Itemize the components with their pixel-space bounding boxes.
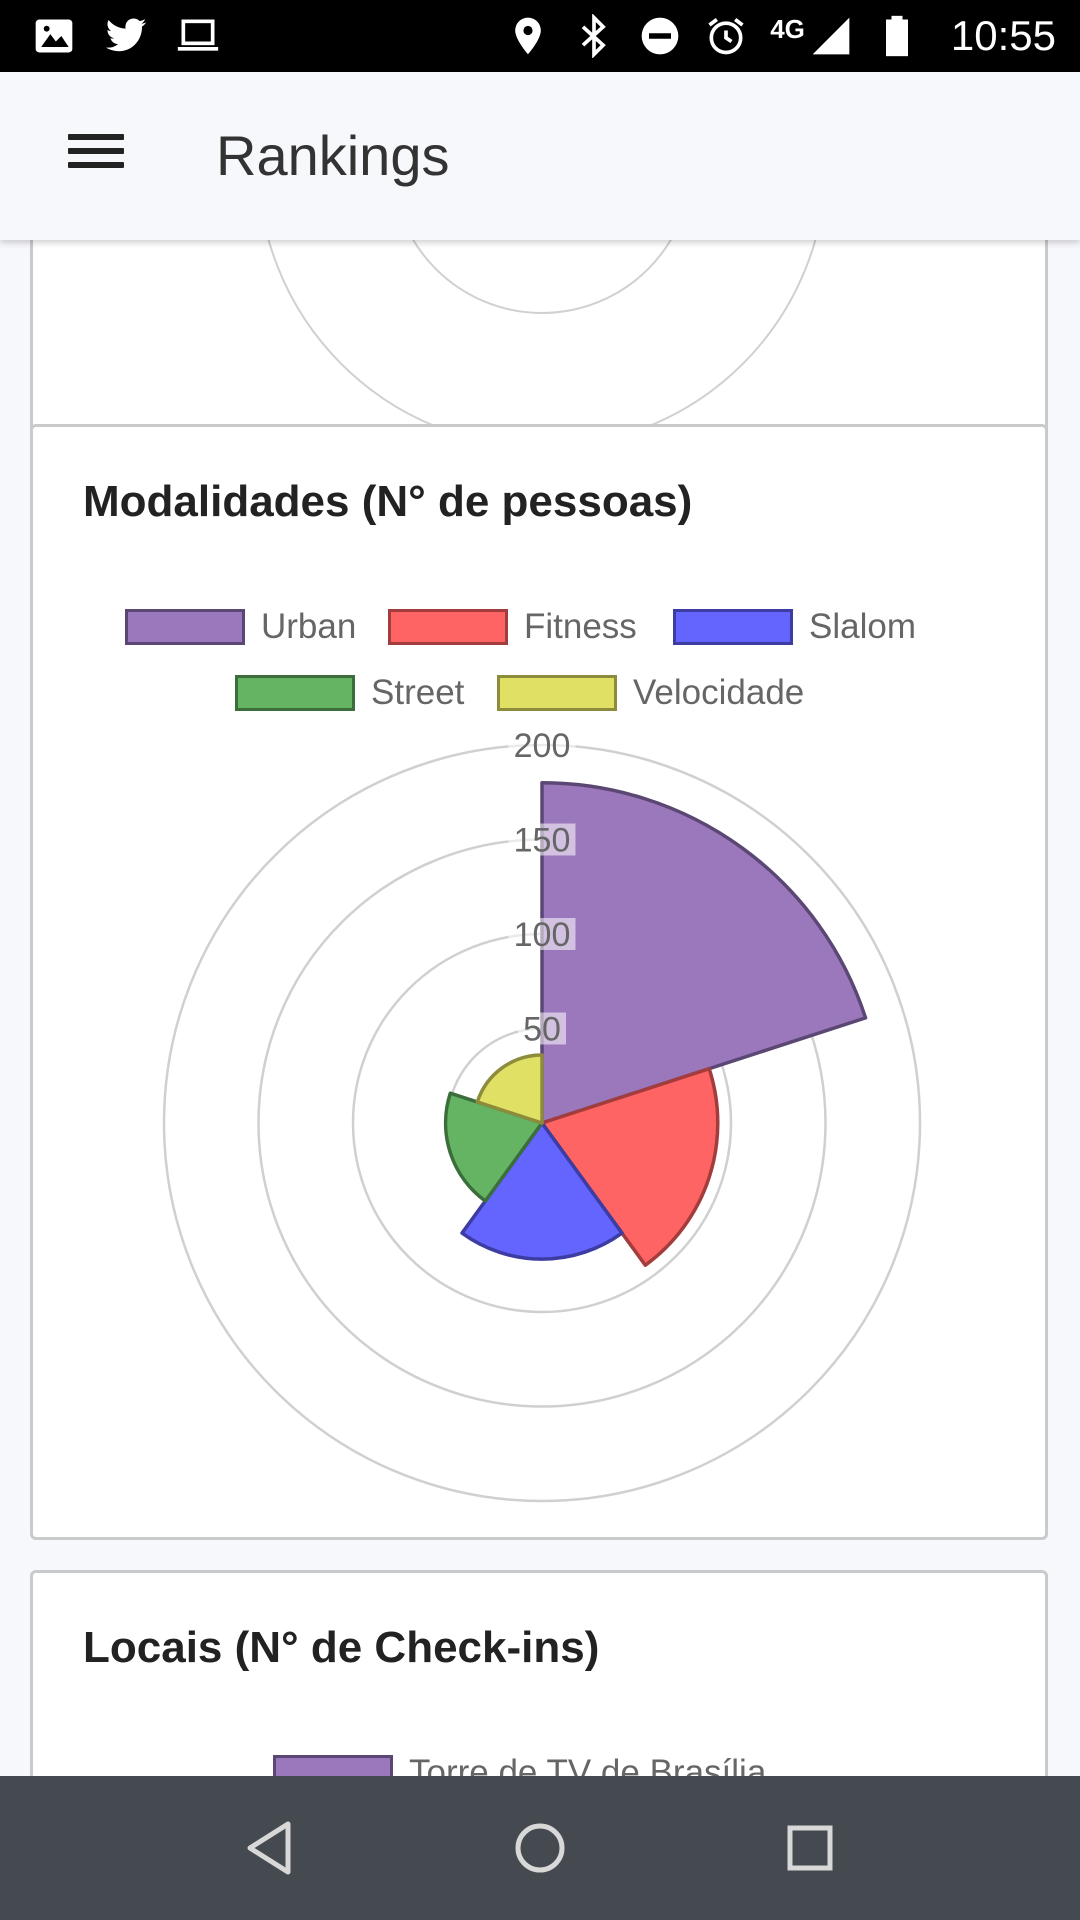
back-icon[interactable]	[238, 1816, 302, 1880]
modalidades-card: Modalidades (N° de pessoas) Urban Fitness…	[30, 424, 1048, 1540]
segment-street[interactable]	[443, 1091, 544, 1203]
legend-label-velocidade: Velocidade	[633, 673, 805, 712]
home-icon[interactable]	[508, 1816, 572, 1880]
locais-card: Locais (N° de Check-ins) Torre de TV de …	[30, 1570, 1048, 1776]
segment-slalom[interactable]	[460, 1121, 624, 1261]
legend-swatch-velocidade	[497, 675, 617, 711]
legend-item-street[interactable]: Street	[235, 673, 464, 713]
app-bar: Rankings	[0, 72, 1080, 240]
legend-swatch-urban	[125, 609, 245, 645]
tick-label-50: 50	[523, 1011, 561, 1049]
tick-label-150: 150	[514, 822, 571, 860]
signal-icon	[812, 17, 850, 55]
legend-label-urban: Urban	[261, 607, 357, 646]
bluetooth-icon	[581, 14, 607, 58]
recents-icon[interactable]	[778, 1816, 842, 1880]
navigation-bar	[0, 1776, 1080, 1920]
legend-item-velocidade[interactable]: Velocidade	[497, 673, 804, 713]
tick-label-bg-50	[518, 1012, 566, 1045]
clock: 10:55	[950, 12, 1056, 59]
segment-urban[interactable]	[540, 781, 868, 1125]
legend-label-fitness: Fitness	[524, 607, 637, 646]
legend-label-slalom: Slalom	[809, 607, 916, 646]
modalidades-card-title: Modalidades (N° de pessoas)	[83, 477, 693, 526]
network-type: 4G	[770, 13, 805, 44]
locais-legend-item[interactable]: Torre de TV de Brasília	[273, 1753, 766, 1776]
tick-label-bg-150	[508, 823, 576, 856]
segment-fitness[interactable]	[540, 1066, 720, 1267]
alarm-icon	[708, 18, 744, 55]
legend-item-slalom[interactable]: Slalom	[673, 607, 916, 647]
image-icon	[35, 19, 73, 53]
tick-label-bg-100	[508, 918, 576, 950]
tick-label-100: 100	[514, 916, 571, 954]
do-not-disturb-icon	[641, 17, 679, 55]
polar-area-chart: 50 100 150 200	[162, 727, 922, 1503]
locais-legend-swatch	[273, 1755, 393, 1776]
status-bar: 4G 10:55	[0, 0, 1080, 72]
laptop-icon	[177, 19, 219, 51]
segment-velocidade[interactable]	[475, 1053, 544, 1125]
battery-icon	[885, 15, 908, 57]
legend-item-urban[interactable]: Urban	[125, 607, 356, 647]
tick-label-bg-200	[508, 729, 576, 761]
location-icon	[515, 17, 542, 55]
locais-card-title: Locais (N° de Check-ins)	[83, 1623, 600, 1672]
content-scroll[interactable]: Modalidades (N° de pessoas) Urban Fitness…	[0, 240, 1080, 1776]
legend-item-fitness[interactable]: Fitness	[388, 607, 637, 647]
legend-swatch-fitness	[388, 609, 508, 645]
legend-label-street: Street	[371, 673, 465, 712]
legend-swatch-slalom	[673, 609, 793, 645]
legend-swatch-street	[235, 675, 355, 711]
menu-icon[interactable]	[60, 126, 132, 186]
locais-legend-label: Torre de TV de Brasília	[409, 1753, 767, 1776]
tick-label-200: 200	[514, 727, 571, 765]
twitter-icon	[105, 18, 147, 52]
page-title: Rankings	[216, 124, 450, 187]
